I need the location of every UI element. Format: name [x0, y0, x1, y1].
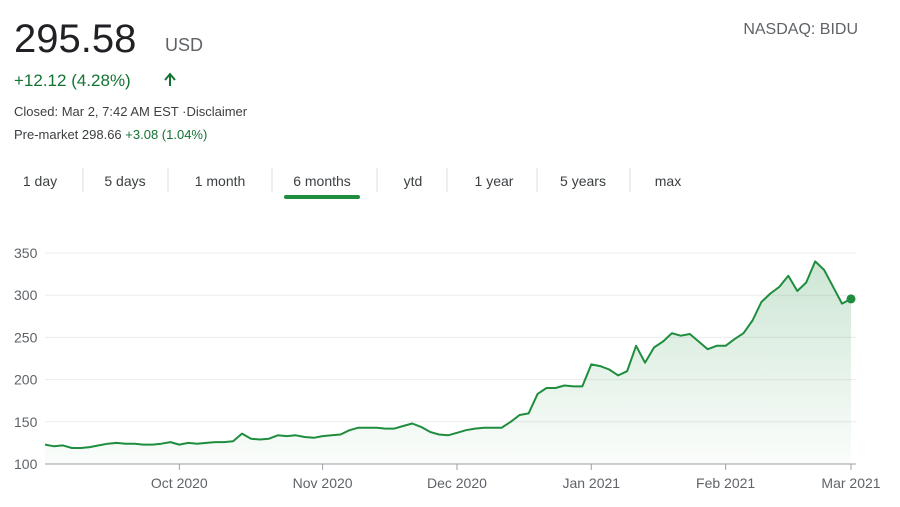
x-tick-label: Feb 2021: [696, 475, 755, 491]
tab-bar: 1 day 5 days 1 month 6 months ytd 1 year 5 yea…: [23, 168, 681, 199]
tab-underline: [284, 195, 360, 199]
x-tick-label: Nov 2020: [293, 475, 353, 491]
area-fill: [45, 261, 851, 464]
tab[interactable]: 6 months: [293, 173, 351, 189]
ticker: NASDAQ: BIDU: [743, 21, 858, 38]
y-tick-label: 200: [14, 372, 38, 388]
y-tick-label: 250: [14, 329, 38, 345]
y-tick-label: 100: [14, 456, 38, 472]
x-tick-label: Dec 2020: [427, 475, 487, 491]
x-tick-label: Oct 2020: [151, 475, 208, 491]
premarket: Pre-market 298.66 +3.08 (1.04%): [14, 127, 207, 142]
currency: USD: [165, 35, 203, 55]
tab[interactable]: 5 days: [104, 173, 145, 189]
tab[interactable]: 1 day: [23, 173, 57, 189]
premarket-change: +3.08 (1.04%): [125, 127, 207, 142]
tab[interactable]: 1 month: [195, 173, 246, 189]
x-tick-label: Jan 2021: [562, 475, 620, 491]
tab[interactable]: 5 years: [560, 173, 606, 189]
x-tick-label: Mar 2021: [821, 475, 880, 491]
y-tick-label: 300: [14, 287, 38, 303]
tab[interactable]: max: [655, 173, 681, 189]
y-tick-label: 150: [14, 414, 38, 430]
tab[interactable]: ytd: [404, 173, 423, 189]
price-change: +12.12 (4.28%): [14, 71, 131, 90]
price: 295.58: [14, 17, 136, 61]
chart: 100 150 200 250 300 350 Oct 2020 Nov 2020 Dec 20…: [14, 245, 881, 491]
premarket-label: Pre-market 298.66: [14, 127, 122, 142]
up-arrow: [164, 72, 176, 86]
y-tick-label: 350: [14, 245, 38, 261]
tab[interactable]: 1 year: [475, 173, 514, 189]
last-point: [846, 294, 856, 304]
price-line: [44, 260, 852, 449]
market-status[interactable]: Closed: Mar 2, 7:42 AM EST ·Disclaimer: [14, 104, 248, 119]
